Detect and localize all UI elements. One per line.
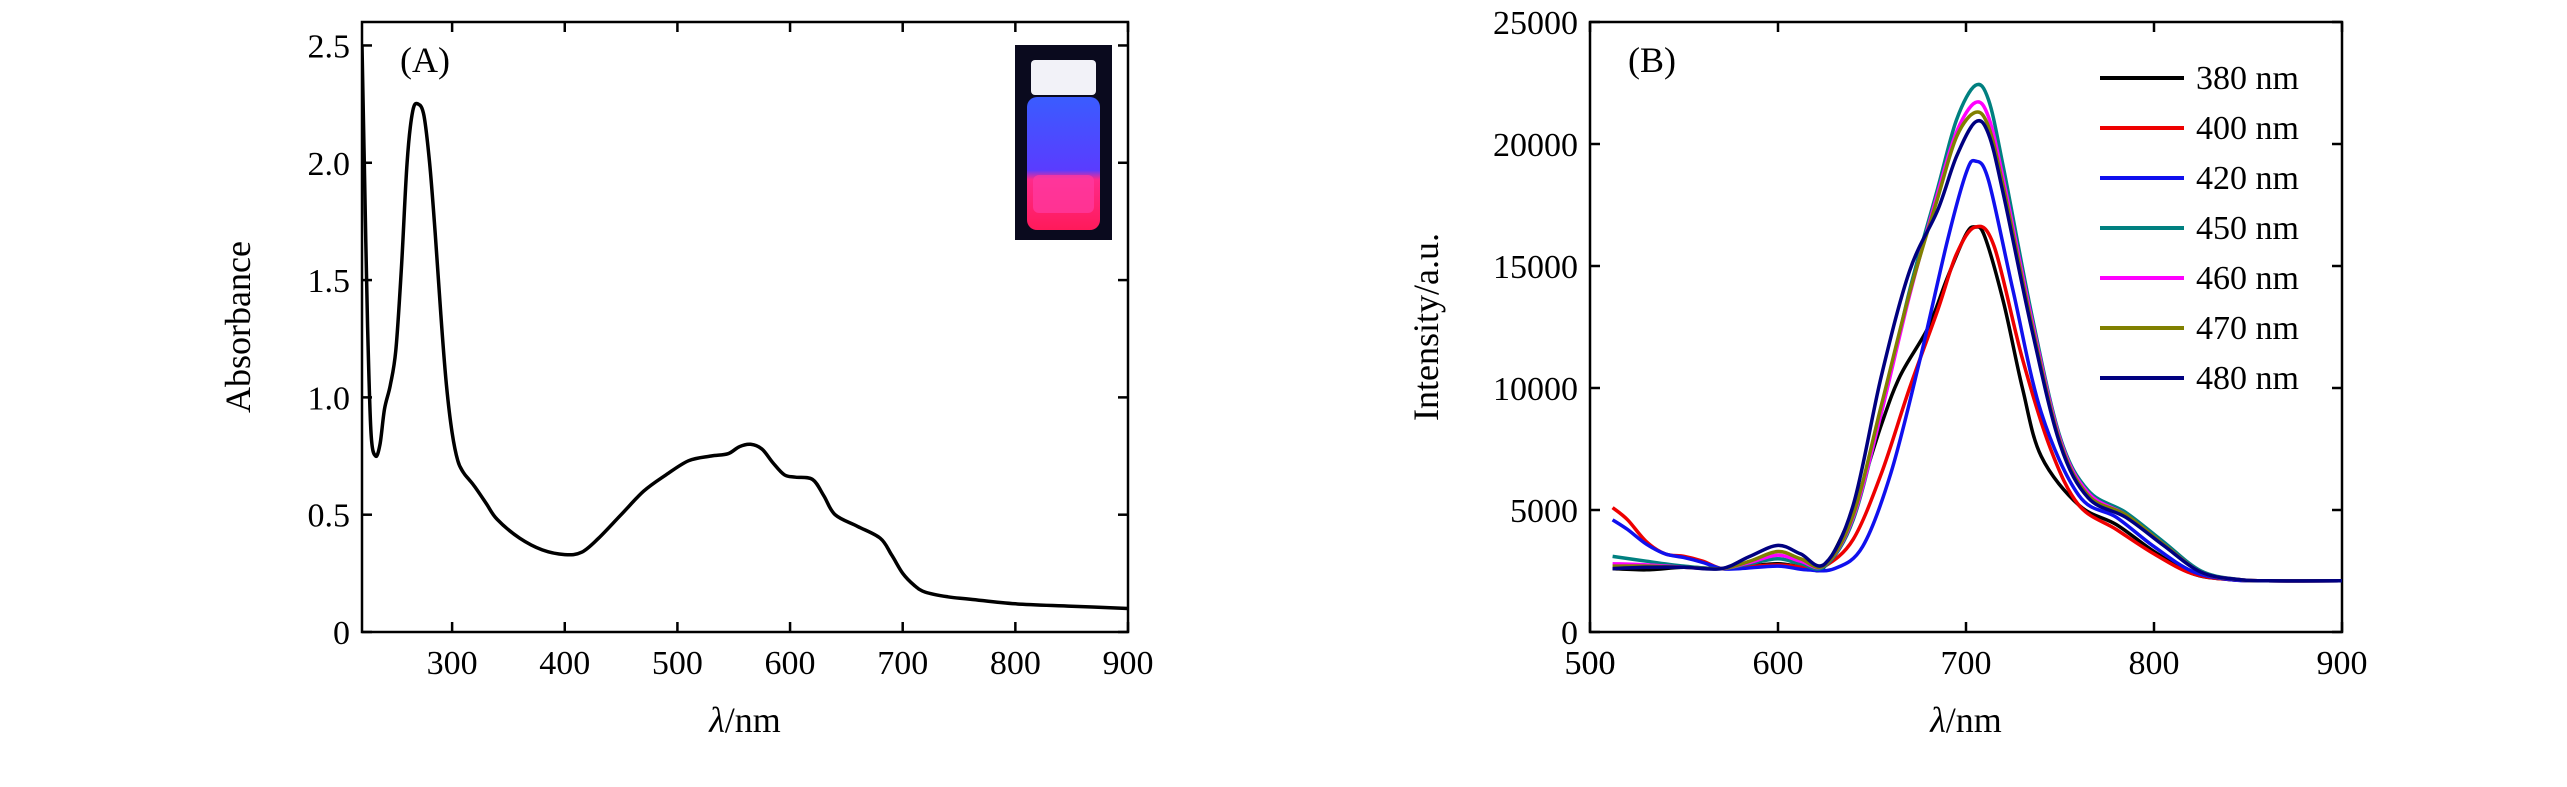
legend-label: 380 nm bbox=[2196, 60, 2299, 97]
panel-a-y-tick-label: 1.5 bbox=[308, 263, 351, 300]
legend-label: 400 nm bbox=[2196, 110, 2299, 147]
panel-b-x-tick-label: 600 bbox=[1753, 645, 1804, 682]
panel-a-x-axis-title: λ/nm bbox=[708, 700, 781, 740]
vial-cap bbox=[1031, 60, 1096, 95]
panel-a-series-line-0 bbox=[362, 45, 1128, 611]
panel-a-x-axis-title-symbol: λ bbox=[708, 700, 725, 740]
panel-b-y-tick-label: 25000 bbox=[1493, 5, 1578, 42]
panel-a-x-tick-label: 400 bbox=[539, 645, 590, 682]
panel-b-series-line-420-nm bbox=[1611, 158, 2342, 583]
vial-photo-inset bbox=[1015, 45, 1112, 240]
legend-label: 460 nm bbox=[2196, 260, 2299, 297]
panel-b-y-tick-label: 5000 bbox=[1510, 493, 1578, 530]
panel-a-y-tick-label: 2.5 bbox=[308, 28, 351, 65]
panel-b-emission-chart: 500 600 700 800 900 0 5000 10000 15000 20000 25000… bbox=[1406, 5, 2368, 740]
panel-a-x-tick-label: 900 bbox=[1103, 645, 1154, 682]
panel-a-x-tick-label: 500 bbox=[652, 645, 703, 682]
panel-b-y-tick-label: 15000 bbox=[1493, 249, 1578, 286]
panel-b-legend: 380 nm 400 nm 420 nm 450 nm 460 nm 470 nm 480 … bbox=[2100, 60, 2299, 397]
legend-label: 420 nm bbox=[2196, 160, 2299, 197]
panel-a-x-tick-label: 300 bbox=[427, 645, 478, 682]
panel-a-y-tick-label: 1.0 bbox=[308, 380, 351, 417]
panel-b-series-line-450-nm bbox=[1612, 82, 2342, 583]
panel-a-x-axis-title-unit: /nm bbox=[725, 700, 781, 740]
panel-b-x-tick-label: 500 bbox=[1565, 645, 1616, 682]
panel-b-y-tick-label: 20000 bbox=[1493, 127, 1578, 164]
panel-a-y-tick-label: 0.5 bbox=[308, 498, 351, 535]
panel-b-series-line-480-nm bbox=[1612, 118, 2342, 583]
panel-b-x-tick-label: 900 bbox=[2317, 645, 2368, 682]
panel-a-y-tick-label: 0 bbox=[333, 615, 350, 652]
legend-label: 480 nm bbox=[2196, 360, 2299, 397]
panel-b-x-axis-title: λ/nm bbox=[1929, 700, 2002, 740]
panel-b-x-tick-label: 500 bbox=[1565, 645, 1616, 682]
panel-b-x-axis-title-symbol: λ bbox=[1929, 700, 1946, 740]
panel-a-y-tick-label: 2.0 bbox=[308, 146, 351, 183]
legend-label: 470 nm bbox=[2196, 310, 2299, 347]
panel-a-x-tick-label: 600 bbox=[765, 645, 816, 682]
panel-a-y-axis-title: Absorbance bbox=[218, 241, 258, 413]
panel-b-y-tick-label: 0 bbox=[1561, 615, 1578, 652]
panel-b-x-tick-label: 700 bbox=[1941, 645, 1992, 682]
panel-b-x-axis-title-unit: /nm bbox=[1946, 700, 2002, 740]
panel-b-y-axis-title: Intensity/a.u. bbox=[1406, 233, 1446, 421]
vial-glow bbox=[1033, 175, 1094, 213]
panel-b-x-tick-label: 800 bbox=[2129, 645, 2180, 682]
panel-a-plot-frame bbox=[360, 20, 1130, 634]
panel-b-panel-label: (B) bbox=[1628, 40, 1676, 80]
panel-a-absorbance-chart: 300 400 500 600 700 800 900 0 0.5 1.0 1.5 2.0 2.5 λ/n… bbox=[218, 20, 1154, 740]
panel-b-y-tick-label: 10000 bbox=[1493, 371, 1578, 408]
panel-a-panel-label: (A) bbox=[400, 40, 450, 80]
legend-label: 450 nm bbox=[2196, 210, 2299, 247]
panel-a-x-tick-label: 700 bbox=[877, 645, 928, 682]
panel-a-x-tick-label: 800 bbox=[990, 645, 1041, 682]
